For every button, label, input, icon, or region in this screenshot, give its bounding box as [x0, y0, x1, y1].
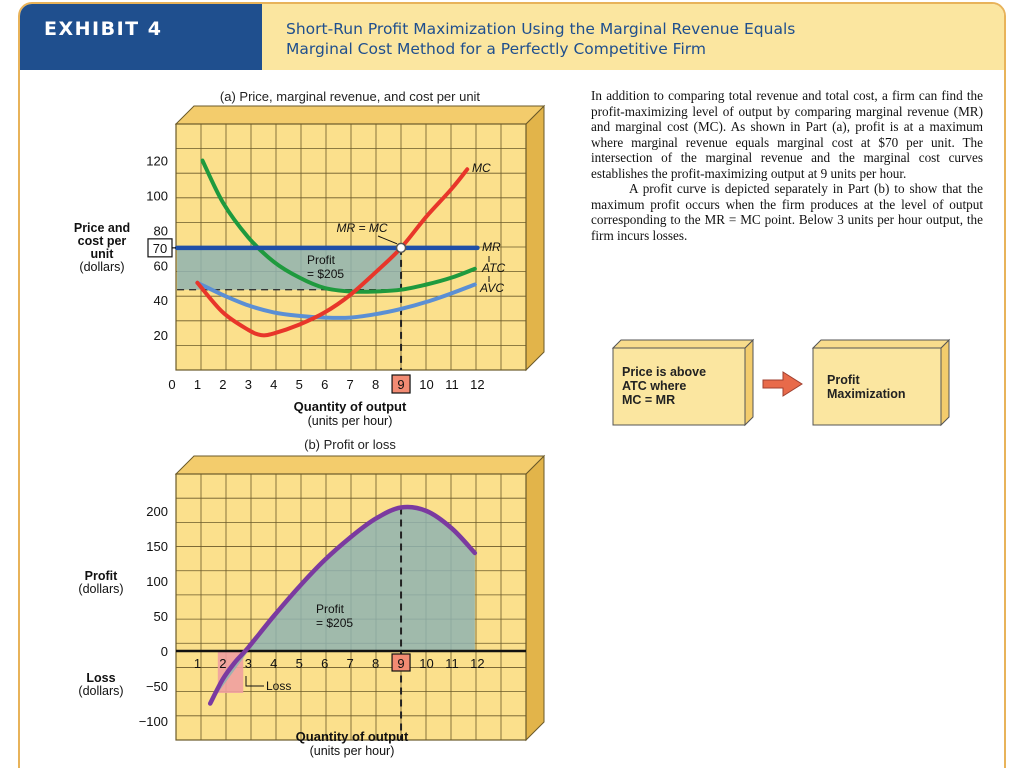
y-axis-label-a: (dollars): [79, 260, 124, 274]
description-paragraph-2: A profit curve is depicted separately in…: [591, 181, 983, 243]
y-tick-b: 0: [161, 644, 168, 659]
y-tick-b: −100: [139, 714, 168, 729]
x-highlight-box-b: [391, 653, 411, 672]
series-atc-curve: [200, 158, 477, 294]
x-tick-b-10: 10: [419, 656, 433, 671]
y-tick-a-60: 60: [154, 258, 168, 273]
mr-mc-intersection-point: [395, 242, 407, 254]
profit-value-b: = $205: [316, 616, 353, 630]
x-tick-b-7: 7: [347, 656, 354, 671]
x-tick-b-1: 1: [194, 656, 201, 671]
x-axis-sublabel-a: (units per hour): [308, 414, 393, 428]
y-tick-a-40: 40: [154, 293, 168, 308]
y-tick-a-70: 70: [153, 241, 167, 256]
series-label-avc: AVC: [479, 281, 504, 295]
series-label-atc: ATC: [481, 261, 505, 275]
profit-value-a: = $205: [307, 267, 344, 281]
x-axis-label-a: Quantity of output: [294, 399, 407, 414]
x-tick-a-0: 0: [168, 377, 175, 392]
y-axis-label-loss: Loss: [86, 671, 115, 685]
y-tick-b: 50: [154, 609, 168, 624]
x-tick-a-10: 10: [419, 377, 433, 392]
exhibit-title-line1: Short-Run Profit Maximization Using the …: [286, 20, 796, 38]
x-tick-a-11: 11: [445, 377, 459, 392]
x-tick-a-2: 2: [219, 377, 226, 392]
y-tick-a-80: 80: [154, 223, 168, 238]
series-label-mr: MR: [482, 240, 501, 254]
series-profit-curve: [207, 504, 478, 706]
description-text: In addition to comparing total revenue a…: [591, 88, 983, 243]
x-tick-b-12: 12: [470, 656, 484, 671]
y-axis-label-profit: Profit: [85, 569, 118, 583]
x-tick-a-7: 7: [347, 377, 354, 392]
loss-label-leader: [245, 676, 264, 687]
x-tick-a-3: 3: [245, 377, 252, 392]
description-paragraph-1: In addition to comparing total revenue a…: [591, 88, 983, 181]
intersection-label: MR = MC: [337, 221, 388, 235]
profit-label-a: Profit: [307, 253, 336, 267]
y-axis-label-a: unit: [91, 247, 115, 261]
profit-label-b: Profit: [316, 602, 345, 616]
y-tick-b: 200: [146, 504, 168, 519]
y-tick-a-100: 100: [146, 189, 168, 204]
x-tick-b-6: 6: [321, 656, 328, 671]
x-axis-label-b: Quantity of output: [296, 729, 409, 744]
series-avc-curve: [195, 280, 477, 320]
x-axis-sublabel-b: (units per hour): [310, 744, 395, 758]
x-highlight-box-a: [391, 374, 411, 394]
x-tick-a-4: 4: [270, 377, 277, 392]
x-tick-b-3: 3: [245, 656, 252, 671]
exhibit-label-box: EXHIBIT 4: [20, 4, 262, 70]
y-tick-a-20: 20: [154, 328, 168, 343]
y-axis-sublabel-loss: (dollars): [78, 684, 123, 698]
y-tick-b: 100: [146, 574, 168, 589]
exhibit-label: EXHIBIT 4: [44, 18, 163, 40]
chart-a-title: (a) Price, marginal revenue, and cost pe…: [220, 89, 481, 104]
chart-b-title: (b) Profit or loss: [304, 437, 396, 452]
x-tick-a-12: 12: [470, 377, 484, 392]
x-tick-b-2: 2: [219, 656, 226, 671]
chart-b-grid-side: [525, 454, 545, 742]
x-tick-b-8: 8: [372, 656, 379, 671]
exhibit-title-line2: Marginal Cost Method for a Perfectly Com…: [286, 40, 706, 58]
x-tick-a-6: 6: [321, 377, 328, 392]
y-axis-label-a: cost per: [78, 234, 127, 248]
x-tick-a-5: 5: [296, 377, 303, 392]
series-label-mc: MC: [472, 161, 491, 175]
x-tick-b-4: 4: [270, 656, 277, 671]
y-axis-sublabel-profit: (dollars): [78, 582, 123, 596]
intersection-label-leader: [377, 235, 398, 245]
x-tick-a-8: 8: [372, 377, 379, 392]
y-axis-label-a: Price and: [74, 221, 130, 235]
chart-b-grid-top: [174, 455, 546, 475]
y-tick-a-120: 120: [146, 154, 168, 169]
x-tick-a-1: 1: [194, 377, 201, 392]
loss-label-b: Loss: [266, 679, 291, 693]
y-tick-b: 150: [146, 539, 168, 554]
x-tick-a-9: 9: [397, 377, 404, 392]
x-tick-b-11: 11: [445, 656, 459, 671]
x-tick-b-5: 5: [296, 656, 303, 671]
x-tick-b-9: 9: [397, 656, 404, 671]
exhibit-title-box: Short-Run Profit Maximization Using the …: [262, 4, 1004, 70]
series-mc-curve: [195, 167, 470, 338]
y-tick-b: −50: [146, 679, 168, 694]
profit-area-b: [210, 507, 475, 704]
